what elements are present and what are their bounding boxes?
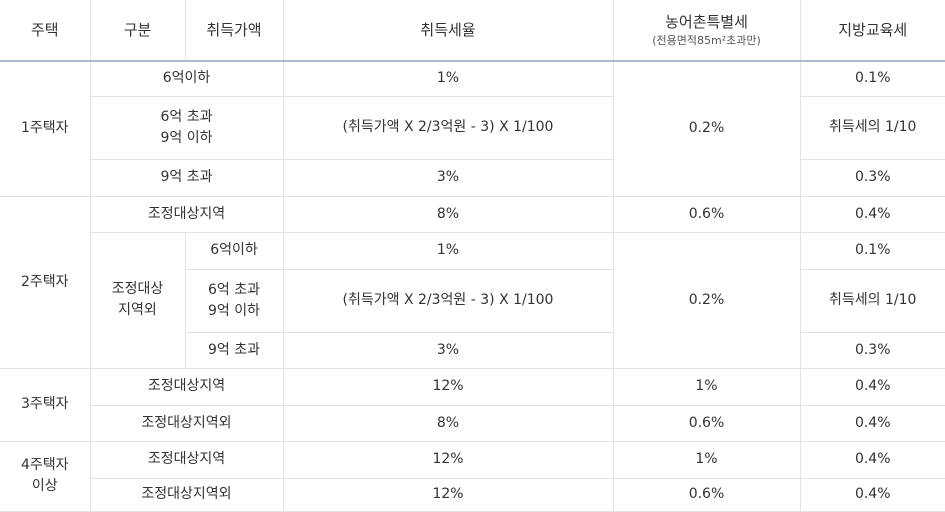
table-cell: 3주택자 xyxy=(0,367,91,442)
table-cell: 0.4% xyxy=(799,404,945,442)
table-row: 2주택자 조정대상지역 8% 0.6% 0.4% xyxy=(0,195,945,369)
header-note: (전용면적85m²초과만) xyxy=(652,33,761,47)
table-cell: 0.3% xyxy=(799,158,945,197)
table-cell: 0.4% xyxy=(799,440,945,479)
table-row: 6억 초과 9억 이하 (취득가액 X 2/3억원 - 3) X 1/100 취득세의… xyxy=(0,95,945,160)
header-cell: 취득가액 xyxy=(184,0,284,62)
header-cell: 지방교육세 xyxy=(799,0,945,62)
cell-line: 6억 초과 xyxy=(160,108,213,125)
table-cell: 6억 초과 9억 이하 xyxy=(90,95,284,160)
header-cell: 구분 xyxy=(89,0,186,62)
cell-line: 4주택자 xyxy=(20,457,69,473)
table-cell: 0.1% xyxy=(799,231,945,270)
header-cell: 주택 xyxy=(0,0,91,62)
table-cell: 9억 초과 xyxy=(185,331,284,369)
table-cell: 0.6% xyxy=(612,195,801,233)
header-row: 주택 구분 취득가액 취득세율 농어촌특별세 (전용면적85m²초과만) 지방교육… xyxy=(0,0,945,62)
table-cell: 9억 초과 xyxy=(90,158,284,197)
table-cell: (취득가액 X 2/3억원 - 3) X 1/100 xyxy=(282,268,614,333)
table-cell: 3% xyxy=(282,158,614,197)
table-cell: 0.1% xyxy=(799,60,945,97)
table-cell: 12% xyxy=(282,477,614,512)
table-row: 9억 초과 3% 0.3% xyxy=(0,158,945,197)
table-cell: 0.6% xyxy=(612,477,801,512)
table-row: 9억 초과 3% 0.3% xyxy=(0,331,945,369)
cell-line: 6억 초과 xyxy=(208,281,260,298)
table-cell: 0.4% xyxy=(799,477,945,512)
table-cell: 8% xyxy=(282,195,614,233)
table-row: 3주택자 조정대상지역 12% 1% 0.4% xyxy=(0,367,945,442)
table-cell: 1주택자 xyxy=(0,60,91,197)
table-row: 4주택자 이상 조정대상지역 12% 1% 0.4% xyxy=(0,440,945,512)
table-cell: 6억 초과 9억 이하 xyxy=(185,268,284,333)
header-cell: 취득세율 xyxy=(282,0,614,62)
table-cell: 조정대상지역 xyxy=(89,440,284,479)
table-row: 조정대상 지역외 6억이하 1% 0.2% 0.1% xyxy=(0,231,945,369)
table-row: 1주택자 6억이하 1% 0.2% 0.1% xyxy=(0,60,945,197)
table-cell: 3% xyxy=(282,331,614,369)
cell-line: 이상 xyxy=(31,478,58,494)
table-cell: 1% xyxy=(612,440,801,479)
table-cell: 0.3% xyxy=(799,331,945,369)
table-cell: 0.6% xyxy=(612,404,801,442)
table-cell: 8% xyxy=(282,404,614,442)
table-row: 조정대상지역외 12% 0.6% 0.4% xyxy=(0,477,945,512)
header-cell: 농어촌특별세 (전용면적85m²초과만) xyxy=(612,0,801,62)
table-cell: 12% xyxy=(282,440,614,479)
table-cell: 1% xyxy=(282,231,614,270)
table-cell: 2주택자 xyxy=(0,195,91,369)
table-cell: 취득세의 1/10 xyxy=(799,268,945,333)
table-cell: 0.2% xyxy=(612,231,801,369)
cell-line: 조정대상 xyxy=(111,281,164,297)
table-cell: (취득가액 X 2/3억원 - 3) X 1/100 xyxy=(282,95,614,160)
table-row: 조정대상지역외 8% 0.6% 0.4% xyxy=(0,404,945,442)
table-cell: 조정대상지역외 xyxy=(90,404,284,442)
table-cell: 조정대상지역 xyxy=(89,195,284,233)
header-text: 농어촌특별세 xyxy=(665,12,748,31)
cell-line: 지역외 xyxy=(118,302,157,318)
table-cell: 6억이하 xyxy=(89,60,284,97)
table-cell: 조정대상지역 xyxy=(89,367,284,406)
table-cell: 조정대상지역외 xyxy=(90,477,284,512)
cell-line: 9억 이하 xyxy=(160,129,213,146)
table-cell: 0.4% xyxy=(799,195,945,233)
table-cell: 0.2% xyxy=(612,60,801,197)
table-cell: 1% xyxy=(282,60,614,97)
cell-line: 9억 이하 xyxy=(208,302,260,319)
table-cell: 취득세의 1/10 xyxy=(799,95,945,160)
table-cell: 0.4% xyxy=(799,367,945,406)
table-cell: 1% xyxy=(612,367,801,406)
table-cell: 6억이하 xyxy=(184,231,284,270)
table-cell: 12% xyxy=(282,367,614,406)
